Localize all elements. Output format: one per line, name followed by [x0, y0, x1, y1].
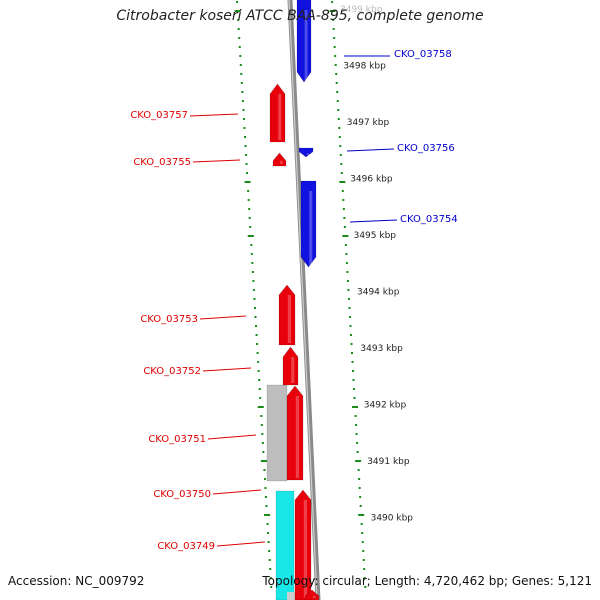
- scale-label: 3493 kbp: [360, 344, 403, 354]
- gene-label: CKO_03756: [397, 143, 455, 154]
- tick-marks: [234, 1, 367, 588]
- gene-label: CKO_03752: [143, 366, 201, 377]
- gene-label: CKO_03755: [133, 157, 191, 168]
- scale-label: 3495 kbp: [354, 231, 397, 241]
- gene-cko-03757-shine: [278, 94, 282, 140]
- gene-labels: CKO_03758 CKO_03757 CKO_03756 CKO_03755 CKO_…: [130, 49, 457, 552]
- gene-cko-03753: [278, 284, 296, 346]
- backbone: [287, 0, 321, 600]
- gene-cko-03749-shine: [312, 596, 316, 598]
- scale-label: 3499 kbp: [340, 5, 383, 15]
- gene-features: [266, 0, 320, 600]
- gene-cko-03758-shine: [304, 10, 308, 80]
- gene-label: CKO_03757: [130, 110, 188, 121]
- label-leader-line: [349, 219, 398, 223]
- gene-label: CKO_03753: [140, 314, 198, 325]
- gene-cko-03750-shine: [303, 500, 307, 598]
- scale-labels: 3499 kbp 3498 kbp 3497 kbp 3496 kbp 3495 kbp…: [340, 5, 413, 524]
- grey-feature-lower: [287, 592, 299, 600]
- inner-tick-line: [234, 1, 273, 588]
- gene-cko-03754: [300, 180, 317, 268]
- map-title: Citrobacter koseri ATCC BAA-895, complet…: [116, 8, 484, 24]
- outer-tick-line: [329, 1, 367, 588]
- gene-label: CKO_03749: [157, 541, 215, 552]
- gene-cko-03756: [298, 147, 314, 158]
- label-leader-line: [202, 367, 252, 372]
- gene-label: CKO_03754: [400, 214, 458, 225]
- accession-text: Accession: NC_009792: [8, 574, 145, 588]
- gene-cko-03757: [269, 83, 286, 143]
- label-leader-line: [207, 434, 257, 440]
- label-leader-line: [212, 489, 262, 495]
- gene-label: CKO_03751: [148, 434, 206, 445]
- gene-cko-03755-shine: [280, 160, 283, 164]
- gene-cko-03754-shine: [309, 191, 313, 265]
- cyan-feature: [275, 490, 295, 600]
- gene-label: CKO_03750: [153, 489, 211, 500]
- gene-cko-03758: [296, 0, 312, 83]
- gene-cko-03749: [304, 589, 320, 600]
- scale-label: 3496 kbp: [350, 175, 393, 185]
- topology-text: Topology: circular; Length: 4,720,462 bp…: [262, 574, 592, 588]
- gene-cko-03752-shine: [291, 357, 295, 383]
- scale-label: 3490 kbp: [371, 514, 414, 524]
- gene-cko-03752: [282, 346, 299, 386]
- gene-cko-03755: [272, 152, 287, 167]
- label-leader-line: [192, 159, 241, 163]
- gene-cko-03750: [294, 489, 312, 600]
- gene-label: CKO_03758: [394, 49, 452, 60]
- backbone-line: [287, 0, 321, 600]
- label-leader-line: [199, 315, 247, 320]
- scale-label: 3491 kbp: [367, 457, 410, 467]
- gene-cko-03751-shine: [295, 396, 299, 478]
- scale-label: 3492 kbp: [364, 401, 407, 411]
- label-leader-line: [216, 541, 266, 547]
- scale-label: 3497 kbp: [347, 118, 390, 128]
- label-leader-line: [346, 148, 395, 152]
- gene-cko-03753-shine: [287, 295, 291, 343]
- gene-cko-03756-shine: [306, 153, 310, 155]
- grey-feature: [266, 384, 288, 482]
- backbone-highlight: [288, 0, 318, 600]
- gene-cko-03751: [286, 385, 304, 481]
- scale-label: 3498 kbp: [343, 62, 386, 72]
- label-leader-line: [189, 113, 239, 117]
- scale-label: 3494 kbp: [357, 288, 400, 298]
